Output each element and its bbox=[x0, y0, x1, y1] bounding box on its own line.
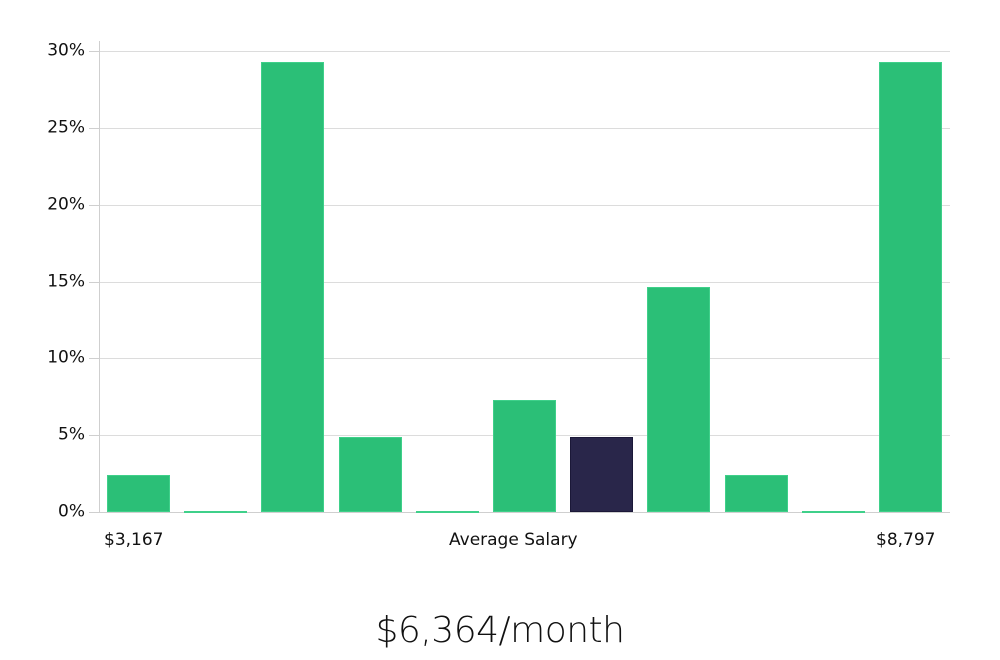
bar bbox=[879, 62, 942, 512]
y-tick-mark bbox=[89, 205, 100, 206]
y-tick-label: 25% bbox=[47, 117, 85, 138]
bar bbox=[493, 399, 556, 512]
y-tick-label: 10% bbox=[47, 347, 85, 368]
y-axis-line bbox=[99, 41, 100, 513]
y-tick-mark bbox=[89, 128, 100, 129]
x-axis-title: Average Salary bbox=[449, 530, 578, 550]
gridline bbox=[100, 282, 950, 283]
y-tick-label: 15% bbox=[47, 271, 85, 292]
y-tick-mark bbox=[89, 512, 100, 513]
x-min-label: $3,167 bbox=[104, 530, 164, 550]
bar bbox=[184, 510, 247, 513]
y-tick-label: 0% bbox=[58, 501, 85, 522]
bar-highlighted bbox=[570, 437, 633, 512]
x-max-label: $8,797 bbox=[876, 530, 936, 550]
y-tick-label: 30% bbox=[47, 40, 85, 61]
average-salary-value: $6,364/month bbox=[375, 610, 625, 651]
gridline bbox=[100, 358, 950, 359]
y-tick-mark bbox=[89, 358, 100, 359]
y-tick-label: 20% bbox=[47, 194, 85, 215]
y-tick-mark bbox=[89, 282, 100, 283]
bar bbox=[802, 510, 865, 513]
gridline bbox=[100, 128, 950, 129]
gridline bbox=[100, 205, 950, 206]
y-tick-label: 5% bbox=[58, 424, 85, 445]
bar bbox=[725, 474, 788, 512]
bar bbox=[647, 287, 710, 512]
gridline bbox=[100, 512, 950, 513]
y-tick-mark bbox=[89, 51, 100, 52]
y-tick-mark bbox=[89, 435, 100, 436]
bar bbox=[261, 62, 324, 512]
bar bbox=[416, 510, 479, 513]
bar bbox=[339, 437, 402, 512]
bar bbox=[107, 474, 170, 512]
gridline bbox=[100, 51, 950, 52]
